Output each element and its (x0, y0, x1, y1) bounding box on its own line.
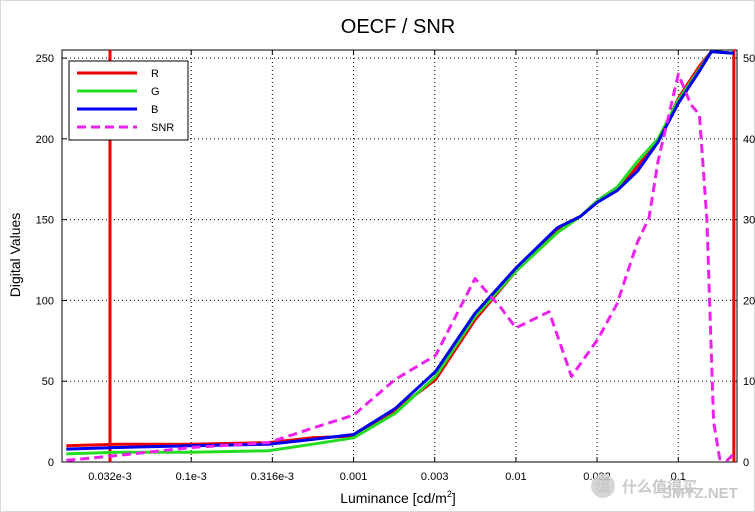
y-axis-label: Digital Values (7, 213, 23, 298)
x-tick-label: 0.1 (671, 471, 686, 483)
y2-tick-label: 30 (743, 215, 755, 227)
x-tick-label: 0.032e-3 (88, 471, 131, 483)
y-tick-label: 100 (36, 295, 54, 307)
legend-label-g: G (151, 86, 160, 98)
y-tick-label: 250 (36, 53, 54, 65)
watermark: 值 什么值得买 SMYZ.NET (591, 474, 738, 502)
y-tick-label: 150 (36, 215, 54, 227)
legend-label-b: B (151, 104, 158, 116)
x-tick-label: 0.003 (421, 471, 449, 483)
x-tick-label: 0.316e-3 (251, 471, 294, 483)
y2-tick-label: 40 (743, 134, 755, 146)
y2-tick-label: 10 (743, 376, 755, 388)
series-line-snr (66, 72, 735, 462)
legend-label-snr: SNR (151, 122, 174, 134)
y2-tick-label: 0 (743, 457, 749, 469)
x-tick-label: 0.001 (340, 471, 368, 483)
watermark-glyph: 值 (595, 477, 610, 495)
x-axis-label: Luminance [cd/m2] (340, 489, 456, 506)
watermark-site: SMYZ.NET (662, 485, 738, 502)
y-tick-label: 50 (42, 376, 54, 388)
x-tick-label: 0.01 (505, 471, 526, 483)
legend-label-r: R (151, 68, 159, 80)
series-line-b (66, 50, 735, 451)
legend: RGB SNR (68, 60, 189, 141)
y2-tick-label: 20 (743, 295, 755, 307)
chart-title: OECF / SNR (341, 16, 455, 38)
y2-tick-label: 50 (743, 53, 755, 65)
watermark-logo-icon (591, 474, 615, 498)
y-tick-label: 200 (36, 134, 54, 146)
y-tick-label: 0 (48, 457, 54, 469)
watermark-text: 什么值得买 (622, 478, 697, 496)
plot-border (61, 49, 738, 463)
x-tick-label: 0.1e-3 (176, 471, 207, 483)
